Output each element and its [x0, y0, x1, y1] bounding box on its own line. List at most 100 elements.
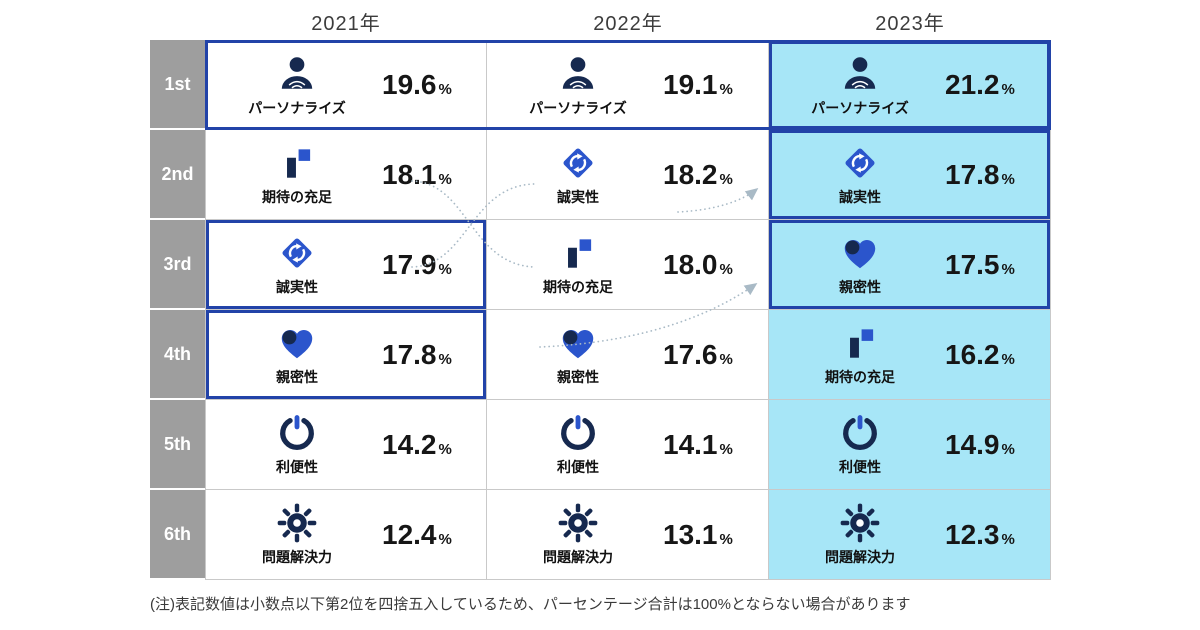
percent-number: 13.1 [663, 518, 718, 550]
factor: 利便性 [226, 412, 368, 477]
percent-number: 14.2 [382, 428, 437, 460]
cell-2023-4th: 期待の充足 16.2% [769, 310, 1051, 400]
percent-unit: % [438, 350, 452, 368]
factor-label: 親密性 [839, 279, 881, 295]
convenience-icon [557, 412, 599, 454]
percent-value: 17.8% [945, 159, 1015, 191]
ranking-table: 1st パーソナライズ 19.6% パーソナライズ 19.1% パーソナライズ 21.2% 2… [150, 40, 1051, 580]
rank-badge-6th: 6th [150, 490, 205, 580]
percent-number: 17.6 [663, 338, 718, 370]
percent-value: 12.3% [945, 519, 1015, 551]
percent-value: 14.1% [663, 429, 733, 461]
percent-number: 18.1 [382, 158, 437, 190]
percent-unit: % [1001, 530, 1015, 548]
percent-unit: % [438, 530, 452, 548]
intimacy-icon [276, 322, 318, 364]
percent-number: 19.1 [663, 69, 718, 100]
percent-number: 12.3 [945, 518, 1000, 550]
cell-2022-3rd: 期待の充足 18.0% [487, 220, 769, 310]
expectation-icon [557, 232, 599, 274]
cell-2021-1st: パーソナライズ 19.6% [205, 40, 487, 130]
factor: 誠実性 [507, 142, 649, 207]
rank-badge-5th: 5th [150, 400, 205, 490]
factor: 誠実性 [226, 232, 368, 297]
cell-2022-4th: 親密性 17.6% [487, 310, 769, 400]
percent-value: 18.2% [663, 159, 733, 191]
factor-label: 誠実性 [276, 279, 318, 295]
factor-label: パーソナライズ [811, 99, 909, 116]
intimacy-icon [839, 232, 881, 274]
percent-number: 12.4 [382, 518, 437, 550]
percent-unit: % [1001, 260, 1015, 278]
percent-unit: % [438, 260, 452, 278]
personalize-icon [839, 53, 881, 95]
percent-unit: % [719, 260, 733, 278]
factor: 問題解決力 [789, 502, 931, 567]
problem-solving-icon [276, 502, 318, 544]
percent-value: 17.6% [663, 339, 733, 371]
cell-2022-2nd: 誠実性 18.2% [487, 130, 769, 220]
percent-value: 14.2% [382, 429, 452, 461]
cell-2022-1st: パーソナライズ 19.1% [487, 40, 769, 130]
percent-unit: % [719, 350, 733, 368]
cell-2021-6th: 問題解決力 12.4% [205, 490, 487, 580]
percent-number: 14.1 [663, 428, 718, 460]
percent-number: 19.6 [382, 69, 437, 100]
factor: 親密性 [507, 322, 649, 387]
integrity-icon [557, 142, 599, 184]
factor-label: 親密性 [557, 369, 599, 385]
factor-label: 親密性 [276, 369, 318, 385]
percent-unit: % [719, 530, 733, 548]
percent-number: 16.2 [945, 338, 1000, 370]
factor: 親密性 [789, 232, 931, 297]
expectation-icon [276, 142, 318, 184]
factor-label: 利便性 [276, 459, 318, 475]
percent-value: 17.5% [945, 249, 1015, 281]
percent-unit: % [438, 81, 452, 98]
factor-label: パーソナライズ [529, 99, 627, 116]
factor: 問題解決力 [226, 502, 368, 567]
rank-badge-4th: 4th [150, 310, 205, 400]
percent-unit: % [1001, 350, 1015, 368]
rank-badge-3rd: 3rd [150, 220, 205, 310]
percent-unit: % [438, 440, 452, 458]
percent-number: 17.5 [945, 248, 1000, 280]
factor-label: 問題解決力 [825, 549, 895, 565]
cell-2021-5th: 利便性 14.2% [205, 400, 487, 490]
percent-value: 21.2% [945, 69, 1015, 101]
cell-2021-3rd: 誠実性 17.9% [205, 220, 487, 310]
year-headers: 2021年 2022年 2023年 [205, 7, 1051, 36]
problem-solving-icon [839, 502, 881, 544]
percent-value: 19.6% [382, 69, 452, 101]
factor-label: 誠実性 [557, 189, 599, 205]
percent-value: 19.1% [663, 69, 733, 101]
factor: 誠実性 [789, 142, 931, 207]
cell-2023-2nd: 誠実性 17.8% [769, 130, 1051, 220]
factor: 親密性 [226, 322, 368, 387]
percent-number: 14.9 [945, 428, 1000, 460]
factor-label: 利便性 [557, 459, 599, 475]
percent-value: 16.2% [945, 339, 1015, 371]
factor: 期待の充足 [507, 232, 649, 297]
percent-unit: % [1001, 440, 1015, 458]
factor-label: 期待の充足 [262, 189, 332, 205]
factor: 利便性 [789, 412, 931, 477]
factor: 利便性 [507, 412, 649, 477]
percent-value: 17.9% [382, 249, 452, 281]
integrity-icon [276, 232, 318, 274]
percent-value: 13.1% [663, 519, 733, 551]
percent-unit: % [1001, 170, 1015, 188]
percent-unit: % [719, 81, 733, 98]
cell-2021-4th: 親密性 17.8% [205, 310, 487, 400]
factor: 期待の充足 [226, 142, 368, 207]
cell-2023-6th: 問題解決力 12.3% [769, 490, 1051, 580]
percent-value: 18.0% [663, 249, 733, 281]
factor-label: 誠実性 [839, 189, 881, 205]
factor: 期待の充足 [789, 322, 931, 387]
expectation-icon [839, 322, 881, 364]
cell-2023-5th: 利便性 14.9% [769, 400, 1051, 490]
footnote: (注)表記数値は小数点以下第2位を四捨五入しているため、パーセンテージ合計は10… [150, 596, 911, 613]
factor: パーソナライズ [507, 53, 649, 118]
factor-label: パーソナライズ [248, 99, 346, 116]
